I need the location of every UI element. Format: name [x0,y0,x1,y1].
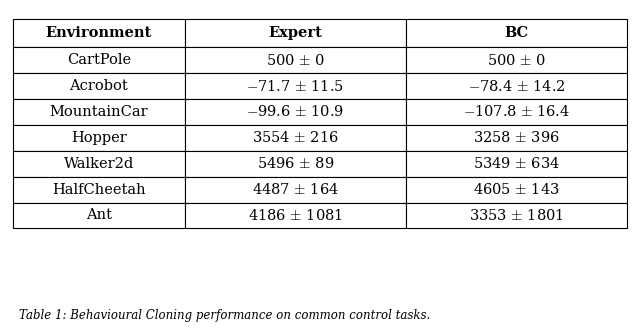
Text: Table 1: Behavioural Cloning performance on common control tasks.: Table 1: Behavioural Cloning performance… [19,309,431,322]
